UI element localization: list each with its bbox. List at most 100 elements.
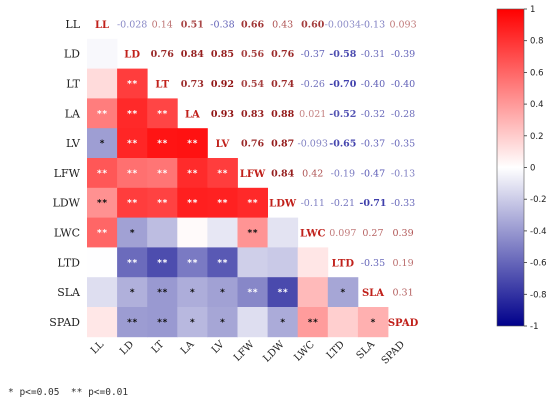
significance-mark: ** bbox=[187, 199, 198, 209]
correlation-value: -0.13 bbox=[391, 168, 415, 179]
correlation-value: -0.21 bbox=[331, 198, 355, 209]
column-label-LWC: LWC bbox=[292, 339, 317, 364]
heatmap-texts: LL -0.028 0.14 0.51 -0.38 0.66 0.43 0.60 -0.0034… bbox=[95, 19, 419, 328]
heatmap-cell-LWC-LT bbox=[147, 217, 178, 248]
colorbar-tick-label: 0.4 bbox=[530, 100, 544, 110]
diagonal-label-LA: LA bbox=[185, 109, 200, 120]
column-label-SLA: SLA bbox=[355, 339, 378, 362]
column-label-LL: LL bbox=[89, 339, 106, 356]
heatmap-cell-LTD-LT bbox=[147, 247, 178, 278]
heatmap-cell-LFW-LT bbox=[147, 158, 178, 189]
correlation-value: -0.71 bbox=[359, 198, 386, 209]
significance-mark: ** bbox=[127, 169, 138, 179]
heatmap-cell-LA-LT bbox=[147, 98, 178, 129]
correlation-value: -0.37 bbox=[301, 49, 325, 60]
significance-footnote: * p<=0.05 ** p<=0.01 bbox=[8, 387, 129, 398]
heatmap-cells bbox=[87, 38, 389, 338]
correlation-value: 0.14 bbox=[152, 19, 173, 30]
significance-mark: ** bbox=[127, 199, 138, 209]
correlation-value: 0.76 bbox=[151, 49, 175, 60]
row-label-LT: LT bbox=[66, 78, 80, 91]
significance-mark: ** bbox=[187, 139, 198, 149]
heatmap-cell-LDW-LFW bbox=[237, 187, 268, 218]
correlation-value: -0.40 bbox=[391, 79, 415, 90]
correlation-value: 0.39 bbox=[392, 228, 413, 239]
significance-mark: ** bbox=[187, 169, 198, 179]
heatmap-cell-SPAD-LA bbox=[177, 307, 208, 338]
heatmap-cell-SPAD-LFW bbox=[237, 307, 268, 338]
significance-mark: ** bbox=[157, 109, 168, 119]
significance-mark: * bbox=[220, 288, 225, 298]
significance-mark: ** bbox=[247, 199, 258, 209]
heatmap-cell-LTD-LD bbox=[117, 247, 148, 278]
row-label-LDW: LDW bbox=[53, 197, 81, 210]
correlation-value: 0.43 bbox=[272, 19, 293, 30]
heatmap-cell-LTD-LL bbox=[87, 247, 118, 278]
diagonal-label-LDW: LDW bbox=[269, 199, 297, 210]
correlation-value: 0.92 bbox=[211, 79, 234, 90]
colorbar: 1 0.8 0.6 0.4 0.2 0 -0.2 -0.4 -0.6 -0.8 -1 bbox=[496, 5, 547, 332]
heatmap-cell-SLA-LA bbox=[177, 277, 208, 308]
significance-mark: ** bbox=[307, 318, 318, 328]
heatmap-cell-SLA-LFW bbox=[237, 277, 268, 308]
colorbar-tick-label: -0.2 bbox=[530, 195, 547, 205]
correlation-value: 0.27 bbox=[362, 228, 383, 239]
heatmap-cell-LV-LD bbox=[117, 128, 148, 159]
correlation-value: -0.52 bbox=[329, 109, 356, 120]
significance-mark: ** bbox=[127, 318, 138, 328]
significance-mark: ** bbox=[157, 139, 168, 149]
correlation-value: -0.093 bbox=[298, 139, 328, 150]
diagonal-label-LT: LT bbox=[155, 80, 169, 91]
significance-mark: ** bbox=[127, 139, 138, 149]
heatmap-cell-LWC-LV bbox=[207, 217, 238, 248]
correlation-value: 0.54 bbox=[241, 79, 265, 90]
correlation-value: 0.84 bbox=[181, 49, 205, 60]
row-label-LD: LD bbox=[64, 48, 80, 61]
column-label-SPAD: SPAD bbox=[380, 339, 408, 367]
significance-mark: * bbox=[190, 288, 195, 298]
heatmap-cell-LDW-LL bbox=[87, 187, 118, 218]
correlation-value: 0.88 bbox=[271, 109, 295, 120]
significance-mark: ** bbox=[217, 199, 228, 209]
significance-mark: ** bbox=[157, 199, 168, 209]
heatmap-cell-LT-LL bbox=[87, 68, 118, 99]
heatmap-cell-SPAD-LDW bbox=[267, 307, 299, 338]
heatmap-cell-SPAD-SLA bbox=[357, 307, 389, 338]
row-label-LA: LA bbox=[65, 107, 81, 120]
heatmap-cell-LDW-LT bbox=[147, 187, 178, 218]
colorbar-tick-label: -1 bbox=[530, 322, 538, 332]
correlation-value: -0.31 bbox=[361, 49, 385, 60]
heatmap-cell-LWC-LFW bbox=[237, 217, 268, 248]
significance-mark: * bbox=[129, 288, 134, 298]
correlation-value: -0.32 bbox=[361, 109, 385, 120]
significance-mark: ** bbox=[247, 288, 258, 298]
heatmap-cell-LTD-LFW bbox=[237, 247, 268, 278]
colorbar-tick-label: 0.8 bbox=[530, 37, 544, 47]
correlation-value: 0.56 bbox=[241, 49, 265, 60]
correlation-value: -0.47 bbox=[361, 168, 385, 179]
colorbar-tick-label: 0.2 bbox=[530, 132, 544, 142]
significance-mark: ** bbox=[97, 199, 108, 209]
correlation-value: -0.13 bbox=[361, 19, 385, 30]
correlation-value: -0.70 bbox=[329, 79, 356, 90]
heatmap-cell-LFW-LV bbox=[207, 158, 238, 189]
diagonal-label-LFW: LFW bbox=[240, 169, 266, 180]
correlation-value: 0.021 bbox=[299, 109, 326, 120]
significance-mark: ** bbox=[97, 109, 108, 119]
diagonal-label-LL: LL bbox=[95, 20, 109, 31]
correlation-value: 0.19 bbox=[392, 258, 413, 269]
significance-mark: ** bbox=[157, 318, 168, 328]
column-label-LD: LD bbox=[118, 339, 136, 357]
heatmap-cell-SPAD-LTD bbox=[327, 307, 359, 338]
correlation-value: -0.35 bbox=[361, 258, 385, 269]
correlation-value: 0.93 bbox=[211, 109, 234, 120]
colorbar-tick-label: -0.4 bbox=[530, 227, 547, 237]
correlation-value: 0.73 bbox=[181, 79, 204, 90]
column-label-LFW: LFW bbox=[232, 339, 257, 364]
row-label-LV: LV bbox=[66, 137, 81, 150]
row-label-LFW: LFW bbox=[54, 167, 81, 180]
colorbar-tick-label: 0.6 bbox=[530, 68, 544, 78]
heatmap-cell-LDW-LA bbox=[177, 187, 208, 218]
colorbar-tick-label: -0.6 bbox=[530, 259, 547, 269]
heatmap-cell-SPAD-LWC bbox=[297, 307, 329, 338]
